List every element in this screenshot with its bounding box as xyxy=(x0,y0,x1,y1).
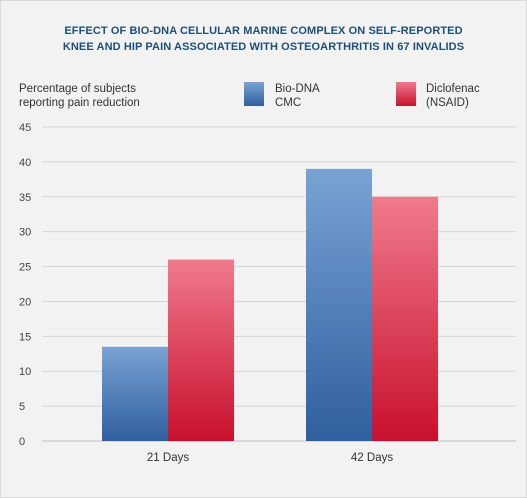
bar-series-1-cat-0 xyxy=(168,259,234,441)
legend-swatch-bio-dna xyxy=(244,82,264,106)
y-tick-label: 0 xyxy=(19,436,25,448)
y-tick-labels: 0 5 10 15 20 25 30 35 40 45 xyxy=(19,122,31,448)
x-tick-label: 21 Days xyxy=(147,452,189,464)
y-tick-label: 35 xyxy=(19,192,31,204)
bar-series-0-cat-1 xyxy=(306,168,372,441)
y-tick-label: 15 xyxy=(19,331,31,343)
y-axis-label-line-1: Percentage of subjects xyxy=(19,83,136,95)
y-axis-label-line-2: reporting pain reduction xyxy=(19,97,140,109)
chart-title: EFFECT OF BIO-DNA CELLULAR MARINE COMPLE… xyxy=(0,23,527,55)
y-tick-label: 45 xyxy=(19,122,31,134)
y-tick-label: 20 xyxy=(19,296,31,308)
bars xyxy=(102,168,438,441)
legend-label-bio-dna: Bio-DNA CMC xyxy=(275,82,320,110)
y-axis-label: Percentage of subjects reporting pain re… xyxy=(19,82,140,110)
bar-series-1-cat-1 xyxy=(372,196,438,441)
chart-title-line-1: EFFECT OF BIO-DNA CELLULAR MARINE COMPLE… xyxy=(64,25,463,37)
y-tick-label: 30 xyxy=(19,227,31,239)
y-tick-label: 25 xyxy=(19,262,31,274)
legend-label-bio-dna-line-2: CMC xyxy=(275,97,302,109)
x-tick-labels: 21 Days 42 Days xyxy=(147,452,393,464)
legend-label-diclofenac-line-1: Diclofenac xyxy=(426,83,480,95)
chart-title-line-2: KNEE AND HIP PAIN ASSOCIATED WITH OSTEOA… xyxy=(62,41,465,53)
legend-label-diclofenac: Diclofenac (NSAID) xyxy=(426,82,480,110)
legend-label-diclofenac-line-2: (NSAID) xyxy=(426,97,469,109)
y-tick-label: 10 xyxy=(19,366,31,378)
legend-swatch-diclofenac xyxy=(396,82,416,106)
y-tick-label: 40 xyxy=(19,157,31,169)
y-tick-label: 5 xyxy=(19,401,25,413)
x-tick-label: 42 Days xyxy=(351,452,393,464)
legend-label-bio-dna-line-1: Bio-DNA xyxy=(275,83,320,95)
bar-series-0-cat-0 xyxy=(102,346,168,441)
